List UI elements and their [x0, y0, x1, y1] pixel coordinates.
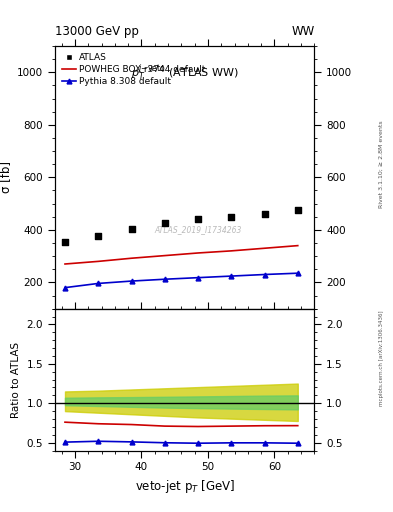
- Legend: ATLAS, POWHEG BOX r3744 default, Pythia 8.308 default: ATLAS, POWHEG BOX r3744 default, Pythia …: [59, 51, 208, 89]
- Point: [162, 219, 168, 227]
- Point: [195, 215, 201, 223]
- Point: [129, 225, 135, 233]
- Text: WW: WW: [291, 26, 314, 38]
- Text: ATLAS_2019_I1734263: ATLAS_2019_I1734263: [154, 225, 241, 234]
- Point: [261, 209, 268, 218]
- Y-axis label: Ratio to ATLAS: Ratio to ATLAS: [11, 342, 21, 418]
- Text: 13000 GeV pp: 13000 GeV pp: [55, 26, 139, 38]
- X-axis label: veto-jet p$_T$ [GeV]: veto-jet p$_T$ [GeV]: [134, 478, 235, 495]
- Point: [295, 206, 301, 215]
- Y-axis label: σ [fb]: σ [fb]: [0, 161, 11, 194]
- Point: [228, 212, 234, 221]
- Point: [62, 238, 68, 246]
- Text: mcplots.cern.ch [arXiv:1306.3436]: mcplots.cern.ch [arXiv:1306.3436]: [379, 311, 384, 406]
- Text: Rivet 3.1.10; ≥ 2.8M events: Rivet 3.1.10; ≥ 2.8M events: [379, 120, 384, 208]
- Text: $p_T^{j\mathrm{-veto}}$ (ATLAS WW): $p_T^{j\mathrm{-veto}}$ (ATLAS WW): [131, 62, 239, 82]
- Point: [95, 231, 101, 240]
